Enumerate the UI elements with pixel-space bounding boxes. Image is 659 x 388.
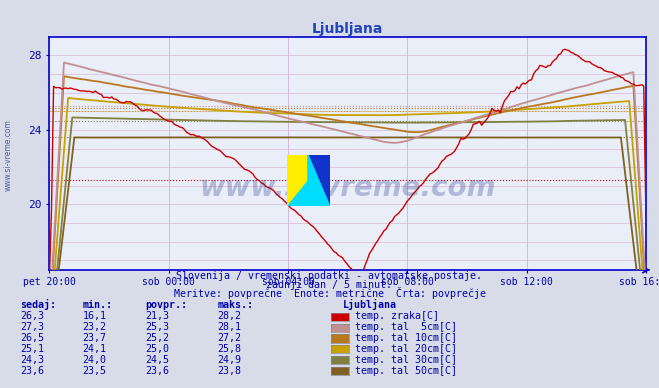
Text: 23,6: 23,6 [145,365,169,376]
Text: 25,1: 25,1 [20,344,43,354]
Text: 25,8: 25,8 [217,344,241,354]
Text: 24,3: 24,3 [20,355,43,365]
Text: 16,1: 16,1 [82,311,106,321]
Text: 23,7: 23,7 [82,333,106,343]
Text: 25,0: 25,0 [145,344,169,354]
Text: 24,1: 24,1 [82,344,106,354]
Text: povpr.:: povpr.: [145,300,187,310]
Text: sedaj:: sedaj: [20,300,56,310]
Text: 23,6: 23,6 [20,365,43,376]
Text: temp. zraka[C]: temp. zraka[C] [355,311,438,321]
Text: 24,0: 24,0 [82,355,106,365]
Polygon shape [308,155,330,206]
Text: min.:: min.: [82,300,113,310]
Polygon shape [308,155,330,206]
Text: 23,5: 23,5 [82,365,106,376]
Text: 24,5: 24,5 [145,355,169,365]
Text: Meritve: povprečne  Enote: metrične  Črta: povprečje: Meritve: povprečne Enote: metrične Črta:… [173,287,486,299]
Text: 28,2: 28,2 [217,311,241,321]
Text: temp. tal 20cm[C]: temp. tal 20cm[C] [355,344,457,354]
Text: zadnji dan / 5 minut.: zadnji dan / 5 minut. [266,280,393,290]
Text: 26,3: 26,3 [20,311,43,321]
Text: 25,3: 25,3 [145,322,169,332]
Text: 26,5: 26,5 [20,333,43,343]
Text: temp. tal  5cm[C]: temp. tal 5cm[C] [355,322,457,332]
Text: 24,9: 24,9 [217,355,241,365]
Polygon shape [287,155,308,206]
Text: 28,1: 28,1 [217,322,241,332]
Text: temp. tal 50cm[C]: temp. tal 50cm[C] [355,365,457,376]
Text: 25,2: 25,2 [145,333,169,343]
Text: 23,8: 23,8 [217,365,241,376]
Text: 21,3: 21,3 [145,311,169,321]
Title: Ljubljana: Ljubljana [312,22,384,36]
Text: Slovenija / vremenski podatki - avtomatske postaje.: Slovenija / vremenski podatki - avtomats… [177,270,482,281]
Text: www.si-vreme.com: www.si-vreme.com [3,119,13,191]
Text: temp. tal 10cm[C]: temp. tal 10cm[C] [355,333,457,343]
Text: temp. tal 30cm[C]: temp. tal 30cm[C] [355,355,457,365]
Polygon shape [287,180,308,206]
Text: 23,2: 23,2 [82,322,106,332]
Text: 27,3: 27,3 [20,322,43,332]
Text: Ljubljana: Ljubljana [343,300,397,310]
Polygon shape [287,155,308,206]
Text: www.si-vreme.com: www.si-vreme.com [200,174,496,202]
Text: maks.:: maks.: [217,300,254,310]
Text: 27,2: 27,2 [217,333,241,343]
